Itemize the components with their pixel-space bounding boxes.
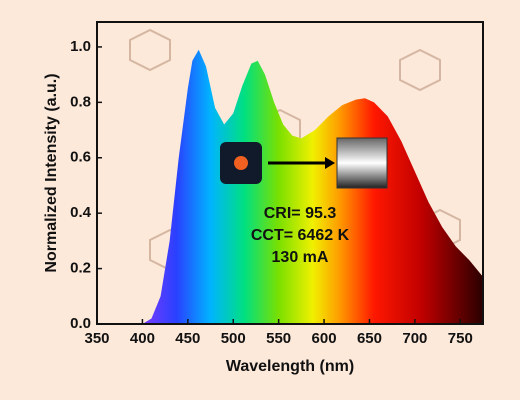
y-tick-label: 1.0: [70, 38, 91, 55]
spectrum-area: [142, 49, 484, 324]
y-tick-label: 0.4: [70, 204, 92, 221]
arrow-head: [325, 157, 335, 169]
x-tick-label: 500: [221, 330, 246, 347]
phosphor-dot: [234, 156, 248, 170]
plot-frame: [96, 21, 484, 325]
y-axis-label: Normalized Intensity (a.u.): [43, 73, 60, 272]
x-tick-label: 600: [312, 330, 337, 347]
y-tick-label: 0.2: [70, 260, 91, 277]
x-tick-label: 700: [402, 330, 427, 347]
x-axis-label: Wavelength (nm): [226, 358, 354, 375]
x-tick-label: 400: [130, 330, 155, 347]
annotation: CCT= 6462 K: [251, 227, 350, 244]
y-tick-label: 0.8: [70, 93, 91, 110]
x-tick-label: 650: [357, 330, 382, 347]
x-tick-label: 450: [175, 330, 200, 347]
x-tick-label: 750: [448, 330, 473, 347]
annotation: CRI= 95.3: [264, 205, 337, 222]
x-tick-label: 550: [266, 330, 291, 347]
annotation: 130 mA: [272, 249, 329, 266]
x-tick-label: 350: [84, 330, 109, 347]
y-tick-label: 0.0: [70, 315, 91, 332]
led-inset: [336, 137, 388, 189]
y-tick-label: 0.6: [70, 149, 91, 166]
